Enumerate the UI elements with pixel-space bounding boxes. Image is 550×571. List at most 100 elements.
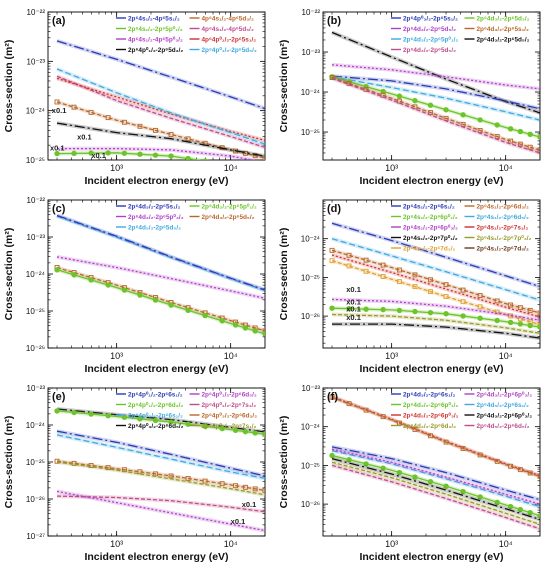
series-marker bbox=[185, 307, 191, 314]
series-line bbox=[331, 238, 540, 301]
series-marker bbox=[137, 292, 143, 298]
series-marker bbox=[185, 421, 191, 427]
series-marker bbox=[494, 317, 500, 324]
series-marker bbox=[412, 272, 418, 278]
series-line bbox=[56, 214, 265, 291]
legend-entry: 2p⁶4s₁/₂-2p⁶7s₁/₂ bbox=[477, 225, 529, 232]
annotation-label: x0.1 bbox=[242, 500, 257, 509]
x-axis-label: Incident electron energy (eV) bbox=[84, 551, 228, 563]
series-marker bbox=[168, 302, 174, 308]
series-line bbox=[331, 222, 540, 288]
series-marker bbox=[507, 126, 514, 132]
series-marker bbox=[477, 127, 483, 133]
series-marker bbox=[380, 262, 386, 268]
series-marker bbox=[443, 294, 449, 300]
x-axis-label: Incident electron energy (eV) bbox=[359, 175, 503, 187]
series-marker bbox=[262, 155, 265, 160]
legend-entry: 2p⁶4p⁰₁/₂-2p⁶6d₅/₂ bbox=[202, 392, 257, 399]
series-marker bbox=[152, 152, 159, 158]
series-marker bbox=[346, 457, 352, 463]
series-marker bbox=[380, 274, 386, 279]
legend-entry: 2p⁶4p⁰₁/₂-2p⁶6s₁/₂ bbox=[128, 392, 183, 399]
series-marker bbox=[54, 150, 60, 157]
legend-entry: 2p⁶4s₁/₂-2p⁶6p⁰₃/₂ bbox=[403, 225, 458, 232]
y-axis-label: Cross-section (m²) bbox=[278, 228, 290, 321]
y-tick-label: 10⁻²⁴ bbox=[301, 423, 321, 432]
series-marker bbox=[153, 127, 158, 133]
series-marker bbox=[537, 322, 540, 328]
series-marker bbox=[527, 144, 533, 150]
y-tick-label: 10⁻²³ bbox=[27, 233, 46, 242]
y-tick-label: 10⁻²⁵ bbox=[301, 273, 320, 282]
series-marker bbox=[88, 109, 94, 115]
series-group bbox=[329, 394, 540, 531]
y-tick-label: 10⁻²³ bbox=[27, 57, 46, 66]
series-marker bbox=[242, 428, 249, 435]
series-line bbox=[331, 249, 540, 314]
series-marker bbox=[396, 267, 402, 273]
series-marker bbox=[329, 258, 335, 264]
legend-entry: 2p⁶4p⁰₁/₂-2p⁶5d₃/₂ bbox=[128, 47, 183, 54]
series-marker bbox=[121, 287, 128, 293]
series-marker bbox=[121, 119, 127, 125]
annotation-label: x0.1 bbox=[346, 313, 361, 322]
x-tick-label: 10³ bbox=[110, 163, 123, 173]
series-line bbox=[331, 313, 540, 334]
annotation-label: x0.1 bbox=[50, 144, 65, 153]
series-group bbox=[54, 213, 265, 337]
annotation-label: x0.1 bbox=[91, 151, 106, 160]
legend-entry: 2p⁶4p⁰₃/₂-2p⁶7s₁/₂ bbox=[202, 423, 257, 430]
legend-entry: 2p⁶4s₁/₂-4p⁶5s₁/₂ bbox=[128, 16, 180, 23]
x-tick-label: 10⁴ bbox=[499, 351, 513, 361]
series-marker bbox=[507, 503, 514, 510]
x-tick-label: 10³ bbox=[385, 163, 398, 173]
y-tick-label: 10⁻²² bbox=[302, 8, 321, 17]
series-line bbox=[331, 260, 540, 326]
legend-entry: 2p⁶4d₃/₂-2p⁶6s₁/₂ bbox=[403, 392, 455, 399]
series-marker bbox=[427, 478, 434, 485]
series-marker bbox=[219, 318, 225, 324]
legend-entry: 2p⁶4d₃/₂-2p⁶6p⁰₃/₂ bbox=[477, 413, 533, 420]
series-line bbox=[331, 76, 540, 121]
legend-entry: 2p⁶4d₃/₂-2p⁶5s₁/₂ bbox=[477, 26, 529, 33]
series-marker bbox=[105, 282, 111, 288]
series-marker bbox=[242, 484, 248, 490]
series-marker bbox=[443, 483, 449, 489]
x-tick-label: 10³ bbox=[385, 351, 398, 361]
series-line bbox=[56, 460, 265, 492]
series-marker bbox=[427, 309, 434, 316]
series-marker bbox=[232, 427, 239, 433]
series-marker bbox=[105, 150, 111, 156]
series-line bbox=[331, 448, 540, 505]
legend-entry: 2p⁶4p⁰₃/₂-2p⁶6d₅/₂ bbox=[128, 423, 184, 430]
y-tick-label: 10⁻²⁵ bbox=[26, 458, 45, 467]
series-marker bbox=[346, 263, 352, 269]
y-tick-label: 10⁻²⁶ bbox=[26, 495, 45, 504]
series-marker bbox=[168, 473, 174, 479]
y-tick-label: 10⁻²⁶ bbox=[301, 312, 320, 321]
series-marker bbox=[252, 328, 258, 334]
y-tick-label: 10⁻²³ bbox=[27, 384, 46, 393]
series-marker bbox=[527, 470, 533, 476]
y-tick-label: 10⁻²³ bbox=[302, 48, 321, 57]
plot-frame bbox=[47, 387, 266, 537]
series-glow bbox=[331, 62, 540, 91]
plot-frame bbox=[322, 11, 541, 161]
series-marker bbox=[537, 513, 540, 519]
series-line bbox=[331, 31, 540, 114]
series-marker bbox=[219, 481, 225, 487]
series-marker bbox=[185, 476, 191, 481]
series-marker bbox=[253, 167, 257, 171]
y-axis-label: Cross-section (m²) bbox=[278, 40, 290, 133]
legend-entry: 2p⁶4s₁/₂-2p⁶7d₅/₂ bbox=[477, 246, 529, 253]
legend-entry: 2p⁶4d₃/₂-2p⁶5d₅/₂ bbox=[403, 26, 456, 33]
panel-label: (b) bbox=[327, 15, 341, 27]
series-marker bbox=[443, 311, 449, 317]
chart-panel: 10³ 10⁴ 10⁻²⁷ 10⁻²⁶ 10⁻²⁵ 10⁻²⁴ 10⁻²³ Incident … bbox=[3, 384, 266, 563]
series-marker bbox=[517, 141, 523, 147]
series-marker bbox=[517, 506, 524, 513]
series-marker bbox=[54, 267, 60, 273]
legend-entry: 2p⁶4d₅/₂-2p⁶6p⁰₃/₂ bbox=[403, 413, 459, 420]
chart-panel: 10³ 10⁴ 10⁻²⁵ 10⁻²⁴ 10⁻²³ 10⁻²² Incident elect… bbox=[278, 8, 541, 187]
x-tick-label: 10⁴ bbox=[224, 351, 238, 361]
